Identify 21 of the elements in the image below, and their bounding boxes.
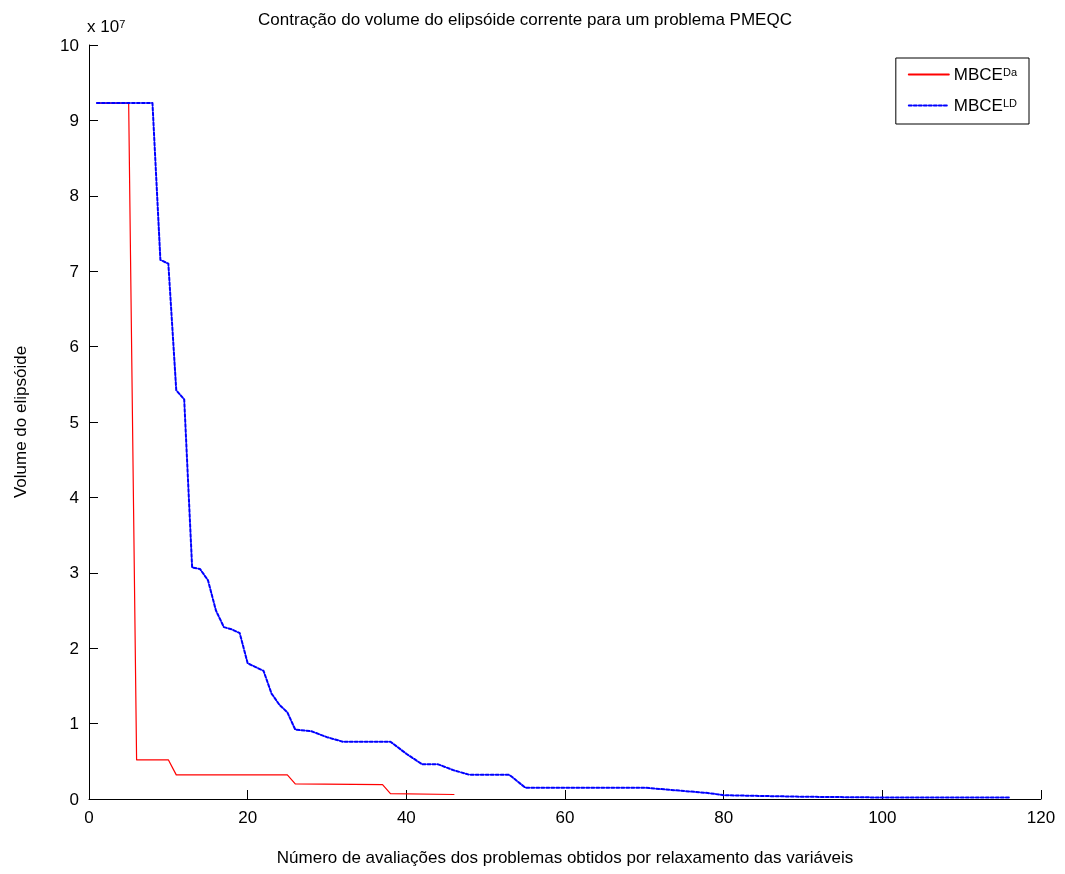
- y-tick-label: 7: [69, 261, 79, 281]
- y-tick-label: 5: [69, 412, 79, 432]
- x-axis-title: Número de avaliações dos problemas obtidos por relaxamento das variáveis: [276, 848, 854, 867]
- x-tick-label: 100: [868, 808, 897, 827]
- x-tick-label: 20: [238, 808, 258, 827]
- y-tick-label: 3: [69, 563, 79, 583]
- y-tick-label: 0: [69, 789, 79, 809]
- y-tick-label: 4: [69, 487, 79, 507]
- y-tick-label: 8: [69, 186, 79, 206]
- y-tick-label: 1: [69, 714, 79, 734]
- x-tick-label: 0: [84, 808, 94, 827]
- chart-title: Contração do volume do elipsóide corrente para um problema PMEQC: [258, 10, 792, 29]
- y-tick-label: 9: [69, 110, 79, 130]
- x-tick-label: 60: [555, 808, 575, 827]
- y-tick-label: 10: [60, 35, 79, 55]
- x-tick-label: 120: [1026, 808, 1056, 827]
- y-tick-label: 6: [69, 337, 79, 357]
- y-axis-title: Volume do elipsóide: [11, 345, 30, 499]
- x-tick-label: 80: [714, 808, 734, 827]
- x-tick-label: 40: [396, 808, 416, 827]
- y-tick-label: 2: [69, 638, 79, 658]
